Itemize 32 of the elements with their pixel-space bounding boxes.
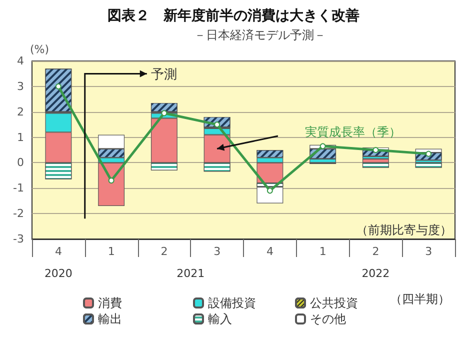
y-tick-label: 0 — [17, 156, 24, 170]
chart-subtitle: －日本経済モデル予測－ — [194, 28, 326, 42]
chart-title: 図表２ 新年度前半の消費は大きく改善 — [108, 7, 360, 24]
x-tick-label: 2 — [372, 245, 380, 258]
x-tick-label: 1 — [108, 245, 115, 258]
text: 2020 — [44, 267, 72, 280]
y-tick-label: 1 — [17, 130, 24, 144]
x-tick-label: 2 — [160, 245, 168, 258]
annotation: （前期比寄与度） — [356, 223, 452, 237]
text: 2021 — [176, 267, 205, 280]
annotation: 予測 — [150, 68, 177, 83]
y-tick-label: -1 — [13, 182, 24, 195]
legend-label: 公共投資 — [310, 296, 358, 310]
series-label: 実質成長率（季） — [304, 125, 401, 140]
y-axis-title: (%) — [30, 43, 50, 56]
y-tick-label: 4 — [17, 54, 24, 68]
y-tick-label: 2 — [17, 105, 24, 118]
y-tick-label: 3 — [17, 80, 24, 93]
legend-label: その他 — [310, 312, 346, 326]
x-tick-label: 1 — [319, 245, 326, 258]
text: 2022 — [362, 267, 390, 280]
legend-label: 消費 — [98, 296, 122, 310]
legend-label: 設備投資 — [208, 296, 256, 310]
x-tick-label: 3 — [214, 245, 221, 258]
x-tick-label: 3 — [425, 245, 432, 258]
x-tick-label: 4 — [266, 245, 274, 258]
y-tick-label: -3 — [13, 232, 24, 246]
y-tick-label: -2 — [13, 207, 24, 220]
text: （四半期） — [390, 292, 450, 306]
x-tick-label: 4 — [54, 245, 62, 258]
legend-label: 輸出 — [98, 312, 122, 326]
legend-label: 輸入 — [208, 312, 232, 326]
